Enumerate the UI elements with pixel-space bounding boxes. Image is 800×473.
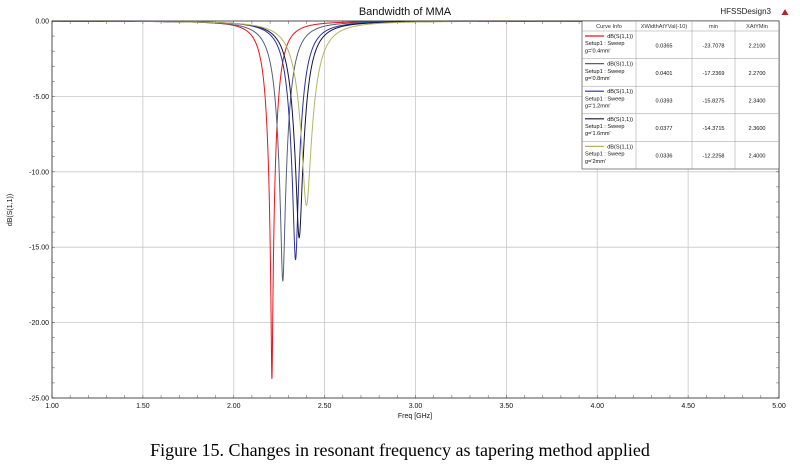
legend-value: 0.0365 xyxy=(655,43,672,49)
design-label: HFSSDesign3 xyxy=(720,7,771,16)
y-tick-label: -20.00 xyxy=(29,320,49,327)
y-tick-label: -25.00 xyxy=(29,396,49,403)
y-axis-label: dB(S(1,1)) xyxy=(7,194,14,226)
y-tick-label: -10.00 xyxy=(29,169,49,176)
x-axis-label: Freq [GHz] xyxy=(398,413,432,420)
legend-series-name: Setup1 : Sweep xyxy=(585,41,625,47)
curves xyxy=(52,20,598,380)
x-tick-label: 3.50 xyxy=(500,403,514,410)
legend-column-header: XAtYMin xyxy=(746,24,768,30)
legend-series-name: Setup1 : Sweep xyxy=(585,69,625,75)
y-tick-label: -15.00 xyxy=(29,245,49,252)
legend-value: 2.2700 xyxy=(748,71,765,77)
legend-value: -12.2258 xyxy=(702,154,724,160)
legend-column-header: min xyxy=(709,24,718,30)
legend-series-name: Setup1 : Sweep xyxy=(585,96,625,102)
legend-column-header: XWidthAtYVal(-10) xyxy=(641,24,688,30)
legend-value: -23.7078 xyxy=(702,43,724,49)
legend-value: 0.0401 xyxy=(655,71,672,77)
legend-series-name: g='0.4mm' xyxy=(585,48,611,54)
legend-series-name: g='1.6mm' xyxy=(585,131,611,137)
x-tick-label: 5.00 xyxy=(772,403,786,410)
legend-box xyxy=(581,20,780,170)
x-tick-label: 2.50 xyxy=(318,403,332,410)
legend-value: -14.3715 xyxy=(702,126,724,132)
legend-series-name: dB(S(1,1)) xyxy=(607,89,633,95)
legend-series-name: dB(S(1,1)) xyxy=(607,62,633,68)
legend-series-name: dB(S(1,1)) xyxy=(607,34,633,40)
legend-value: 0.0336 xyxy=(655,154,672,160)
tick-labels: 1.00 1.50 2.00 2.50 3.00 3.50 4.00 4.50 5.00 0.00… xyxy=(29,19,786,411)
x-tick-label: 3.00 xyxy=(409,403,423,410)
figure-caption: Figure 15. Changes in resonant frequency… xyxy=(150,440,650,460)
legend-column-header: Curve Info xyxy=(596,24,622,30)
legend-value: -17.2369 xyxy=(702,71,724,77)
s11-chart: 1.00 1.50 2.00 2.50 3.00 3.50 4.00 4.50 5.00 0.00… xyxy=(7,6,789,420)
series-line-5 xyxy=(52,20,598,206)
legend-value: 2.2100 xyxy=(748,43,765,49)
plot-frame xyxy=(51,20,780,399)
legend-series-name: dB(S(1,1)) xyxy=(607,117,633,123)
legend-value: -15.8275 xyxy=(702,99,724,105)
x-tick-label: 2.00 xyxy=(227,403,241,410)
legend-value: 2.4000 xyxy=(748,154,765,160)
legend-table: Curve Info XWidthAtYVal(-10) min XAtYMin dB(… xyxy=(581,20,780,170)
legend-series-name: Setup1 : Sweep xyxy=(585,124,625,130)
legend-series-name: Setup1 : Sweep xyxy=(585,152,625,158)
warning-marker-icon xyxy=(781,9,789,15)
legend-value: 0.0377 xyxy=(655,126,672,132)
x-tick-label: 1.00 xyxy=(45,403,59,410)
legend-value: 2.3600 xyxy=(748,126,765,132)
legend-series-name: dB(S(1,1)) xyxy=(607,144,633,150)
legend-value: 0.0393 xyxy=(655,99,672,105)
legend-series-name: g='1.2mm' xyxy=(585,104,611,110)
legend-series-name: g='2mm' xyxy=(585,159,606,165)
x-tick-label: 4.00 xyxy=(590,403,604,410)
legend-value: 2.3400 xyxy=(748,99,765,105)
chart-title: Bandwidth of MMA xyxy=(359,6,452,18)
y-tick-label: 0.00 xyxy=(35,19,49,26)
x-tick-label: 1.50 xyxy=(136,403,150,410)
x-tick-label: 4.50 xyxy=(681,403,695,410)
legend-series-name: g='0.8mm' xyxy=(585,76,611,82)
y-tick-label: -5.00 xyxy=(33,94,49,101)
